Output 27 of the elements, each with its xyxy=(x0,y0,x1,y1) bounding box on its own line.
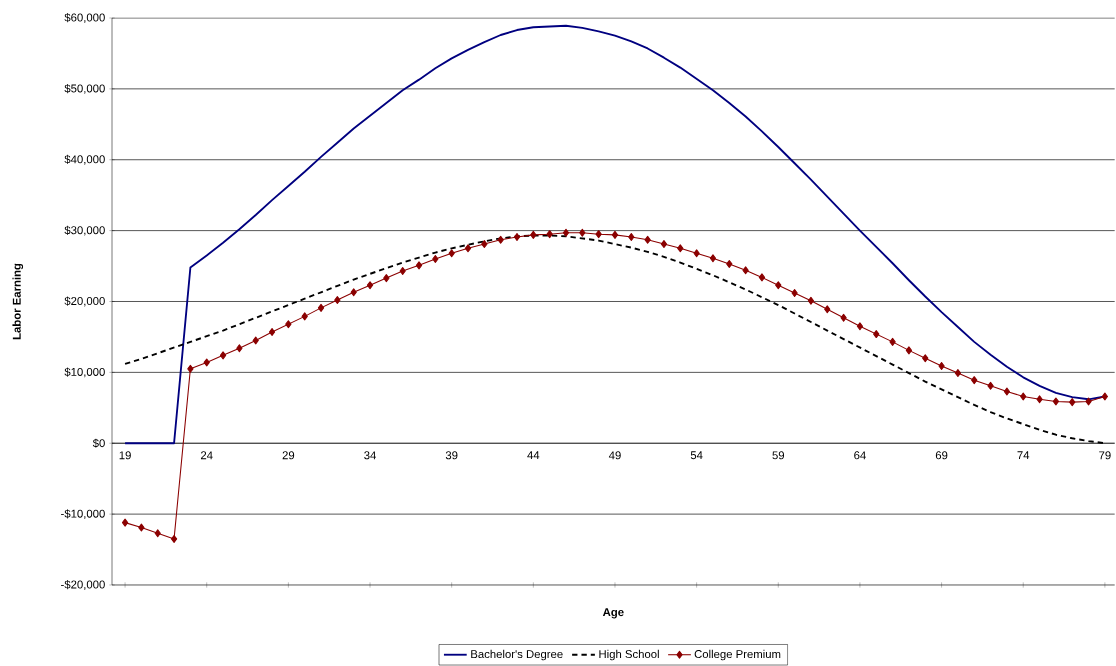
legend-label: High School xyxy=(599,649,659,661)
legend-label: Bachelor's Degree xyxy=(471,649,563,661)
y-tick-label: -$20,000 xyxy=(61,580,105,590)
x-tick-label: 34 xyxy=(364,451,376,460)
x-tick-label: 49 xyxy=(608,451,621,460)
x-tick-label: 79 xyxy=(1099,451,1111,460)
x-tick-label: 24 xyxy=(200,451,213,460)
y-tick-label: $20,000 xyxy=(64,296,105,307)
x-tick-label: 59 xyxy=(772,451,785,460)
legend-label: College Premium xyxy=(694,649,781,661)
y-tick-label: -$10,000 xyxy=(61,509,105,520)
y-axis-title: Labor Earning xyxy=(12,263,24,340)
y-tick-label: $50,000 xyxy=(64,83,105,94)
x-tick-label: 64 xyxy=(854,451,866,460)
x-tick-label: 29 xyxy=(282,451,295,460)
x-tick-label: 44 xyxy=(527,451,540,460)
y-tick-label: $40,000 xyxy=(64,154,105,165)
x-axis-title: Age xyxy=(602,608,624,619)
y-tick-label: $0 xyxy=(92,438,105,448)
x-tick-label: 19 xyxy=(119,451,131,460)
y-tick-label: $30,000 xyxy=(64,225,105,236)
y-tick-label: $10,000 xyxy=(64,367,105,378)
y-tick-label: $60,000 xyxy=(64,13,105,23)
x-tick-label: 39 xyxy=(445,451,458,460)
x-tick-label: 74 xyxy=(1017,451,1030,460)
x-tick-label: 54 xyxy=(690,451,703,460)
x-tick-label: 69 xyxy=(935,451,948,460)
